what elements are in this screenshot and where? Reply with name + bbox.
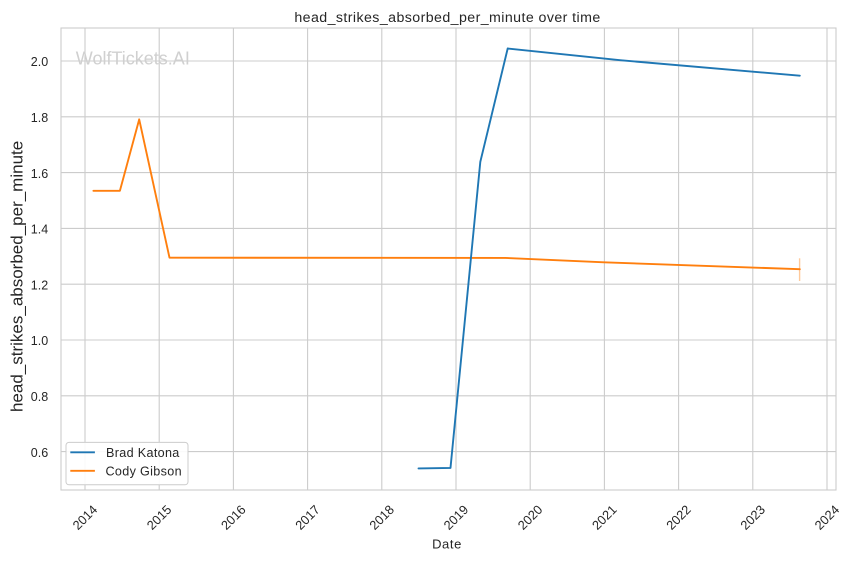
svg-text:head_strikes_absorbed_per_minu: head_strikes_absorbed_per_minute [8,141,27,412]
svg-text:Brad Katona: Brad Katona [106,446,180,460]
svg-text:1.2: 1.2 [31,278,48,292]
svg-text:WolfTickets.AI: WolfTickets.AI [76,49,190,69]
svg-text:Cody Gibson: Cody Gibson [106,464,182,478]
svg-text:head_strikes_absorbed_per_minu: head_strikes_absorbed_per_minute over ti… [294,10,600,26]
svg-text:1.6: 1.6 [31,167,48,181]
svg-text:2.0: 2.0 [31,55,48,69]
svg-text:0.8: 0.8 [31,390,48,404]
svg-text:1.4: 1.4 [31,223,48,237]
svg-text:1.0: 1.0 [31,334,48,348]
svg-text:1.8: 1.8 [31,111,48,125]
svg-text:0.6: 0.6 [31,446,48,460]
svg-text:Date: Date [432,537,462,552]
